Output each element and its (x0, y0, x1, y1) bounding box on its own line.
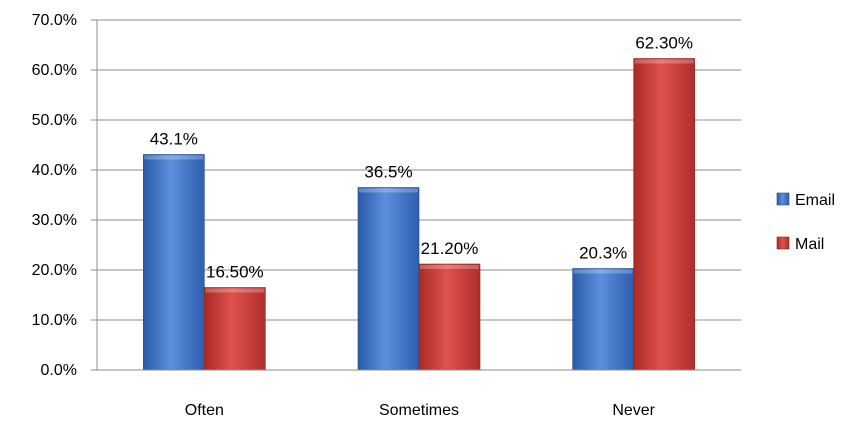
y-tick-label: 20.0% (32, 262, 77, 279)
bar-email-often (143, 155, 204, 371)
data-label: 16.50% (206, 263, 264, 282)
y-tick-label: 70.0% (32, 12, 77, 29)
x-tick-label: Never (612, 402, 655, 419)
bar-email-never (573, 269, 634, 371)
y-tick-label: 60.0% (32, 62, 77, 79)
y-tick-label: 50.0% (32, 112, 77, 129)
bar-bevel (205, 289, 264, 293)
y-tick-label: 40.0% (32, 162, 77, 179)
legend-swatch-email (777, 193, 789, 205)
legend-label-email: Email (795, 192, 835, 209)
bar-bevel (359, 189, 418, 193)
y-tick-label: 30.0% (32, 212, 77, 229)
data-label: 43.1% (150, 130, 198, 149)
bar-mail-often (204, 288, 265, 371)
legend-swatch-mail (777, 237, 789, 249)
bar-bevel (144, 156, 203, 160)
bar-mail-sometimes (419, 264, 480, 370)
data-label: 20.3% (579, 244, 627, 263)
bar-mail-never (634, 59, 695, 371)
y-axis: 0.0% 10.0% 20.0% 30.0% 40.0% 50.0% 60.0% 70.0% (32, 12, 97, 379)
x-tick-label: Often (185, 402, 224, 419)
legend-label-mail: Mail (795, 236, 824, 253)
legend: Email Mail (777, 192, 835, 253)
bar-bevel (635, 60, 694, 64)
bar-bevel (574, 270, 633, 274)
y-tick-label: 0.0% (41, 362, 77, 379)
bar-email-sometimes (358, 188, 419, 371)
x-tick-label: Sometimes (379, 402, 459, 419)
y-tick-label: 10.0% (32, 312, 77, 329)
bars: 43.1% 16.50% 36.5% 21.20% 20.3% 62.30% (143, 34, 694, 371)
data-label: 21.20% (421, 239, 479, 258)
x-axis: Often Sometimes Never (97, 370, 741, 419)
data-label: 36.5% (364, 163, 412, 182)
bar-bevel (420, 265, 479, 269)
data-label: 62.30% (635, 34, 693, 53)
